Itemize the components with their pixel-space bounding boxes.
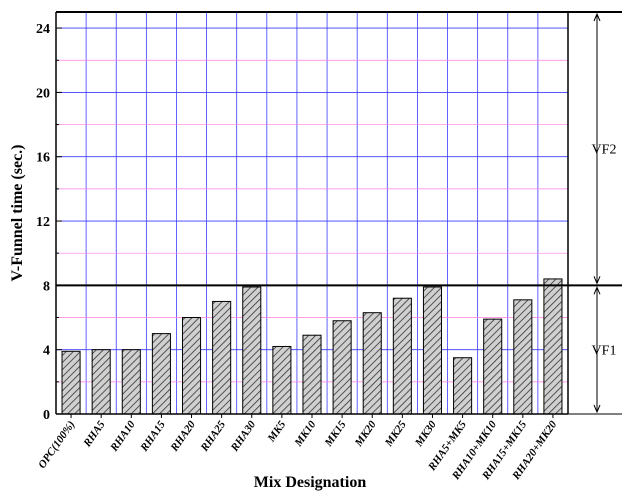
x-tick-label: OPC(100%) xyxy=(36,419,77,471)
bar-RHA5+MK5 xyxy=(453,357,473,415)
y-tick-label: 8 xyxy=(43,279,50,294)
x-axis-title: Mix Designation xyxy=(254,474,367,491)
y-tick-label: 24 xyxy=(36,22,50,37)
x-axis-labels: OPC(100%) RHA5 RHA10 RHA15 RHA20 RHA25 RHA30 MK… xyxy=(36,414,560,483)
x-tick-label: MK15 xyxy=(322,418,349,449)
bar-RHA25 xyxy=(212,300,232,415)
zone-arrowhead-top xyxy=(593,286,601,295)
bar-MK25 xyxy=(392,297,412,415)
x-tick-label: MK5 xyxy=(265,418,289,445)
x-tick-label: MK30 xyxy=(412,418,439,449)
x-tick-label: RHA10 xyxy=(108,418,138,454)
bar-OPC(100%) xyxy=(61,350,81,415)
zone-annotations: VF1 VF2 xyxy=(592,12,617,414)
zone-arrowhead-top xyxy=(593,12,601,22)
y-tick-label: 12 xyxy=(36,215,50,230)
y-tick-label: 16 xyxy=(36,151,50,166)
bar-MK30 xyxy=(422,286,443,415)
zone-label-VF1: VF1 xyxy=(592,344,617,359)
y-axis-title: V-Funnel time (sec.) xyxy=(9,145,26,282)
bar-RHA30 xyxy=(242,286,262,415)
bar-MK15 xyxy=(332,320,352,415)
y-axis-ticks: 0 4 8 12 16 20 24 xyxy=(36,22,62,423)
bar-MK5 xyxy=(272,345,292,415)
bar-MK20 xyxy=(362,312,382,415)
bar-RHA10 xyxy=(121,349,141,415)
bars xyxy=(61,278,563,415)
x-tick-label: RHA5 xyxy=(81,418,108,450)
x-tick-label: RHA15 xyxy=(138,418,168,454)
bar-RHA10+MK10 xyxy=(483,318,503,415)
zone-arrowhead-bottom xyxy=(593,404,601,414)
bar-RHA5 xyxy=(91,349,111,415)
x-tick-label: MK20 xyxy=(352,418,379,449)
x-tick-label: RHA30 xyxy=(228,418,258,454)
zone-arrowhead-bottom xyxy=(593,276,601,285)
x-tick-label: RHA20 xyxy=(168,418,198,454)
bar-RHA20+MK20 xyxy=(543,278,563,415)
y-tick-label: 20 xyxy=(36,86,50,101)
x-tick-label: MK10 xyxy=(292,418,319,449)
bar-MK10 xyxy=(302,334,322,415)
bar-RHA20 xyxy=(181,317,202,415)
x-tick-label: RHA25 xyxy=(198,418,228,454)
bar-RHA15+MK15 xyxy=(513,299,533,415)
y-tick-label: 0 xyxy=(43,408,50,423)
x-tick-label: MK25 xyxy=(382,418,409,449)
zone-label-VF2: VF2 xyxy=(592,143,617,158)
y-tick-label: 4 xyxy=(43,344,50,359)
bar-RHA15 xyxy=(151,333,171,415)
